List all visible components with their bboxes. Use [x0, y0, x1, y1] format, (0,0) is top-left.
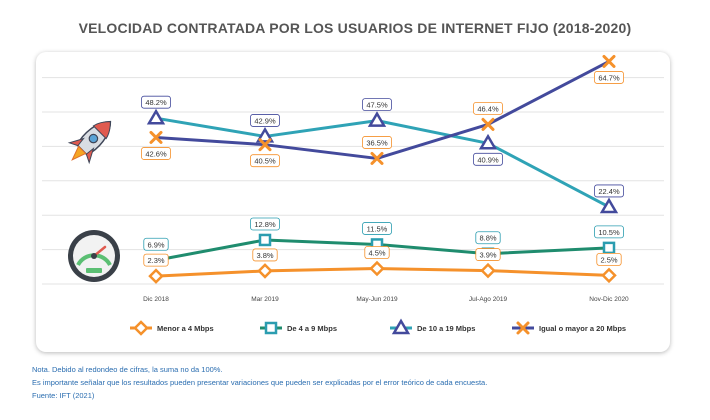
data-label: 42.9%: [250, 114, 280, 127]
data-labels: 2.3% 3.8% 4.5% 3.9% 2.5% 6.9% 12.8% 11.5% 8.8% 10…: [141, 71, 624, 267]
data-point: [149, 130, 163, 144]
svg-text:3.9%: 3.9%: [479, 251, 496, 260]
svg-text:42.9%: 42.9%: [254, 116, 276, 125]
svg-text:2.5%: 2.5%: [600, 255, 617, 264]
speedometer-icon: [68, 230, 120, 282]
svg-text:11.5%: 11.5%: [367, 224, 388, 233]
data-label: 46.4%: [473, 101, 503, 115]
data-point: [480, 262, 496, 279]
data-label: 3.9%: [475, 248, 501, 261]
data-point: [258, 138, 272, 152]
data-label: 48.2%: [141, 95, 171, 109]
note-variation: Es importante señalar que los resultados…: [32, 378, 488, 387]
x-tick-label: Jul-Ago 2019: [469, 296, 508, 303]
note-rounding: Nota. Debido al redondeo de cifras, la s…: [32, 365, 223, 374]
rocket-icon: [67, 120, 112, 165]
x-tick-label: Mar 2019: [251, 296, 279, 303]
data-point: [255, 126, 275, 143]
data-label: 47.5%: [362, 98, 392, 111]
x-tick-label: May-Jun 2019: [356, 296, 398, 303]
svg-text:3.8%: 3.8%: [256, 251, 273, 260]
data-label: 3.8%: [252, 248, 278, 262]
data-point: [481, 117, 495, 131]
data-label: 40.5%: [250, 154, 280, 168]
data-label: 6.9%: [143, 237, 169, 251]
svg-text:De 4 a 9 Mbps: De 4 a 9 Mbps: [287, 324, 337, 333]
x-axis-ticks: Dic 2018 Mar 2019 May-Jun 2019 Jul-Ago 2019…: [143, 296, 629, 303]
svg-text:Menor a 4 Mbps: Menor a 4 Mbps: [157, 324, 214, 333]
svg-text:12.8%: 12.8%: [254, 220, 276, 229]
svg-text:40.9%: 40.9%: [477, 155, 499, 164]
data-label: 8.8%: [475, 231, 501, 245]
svg-text:8.8%: 8.8%: [479, 234, 496, 243]
data-label: 10.5%: [594, 225, 624, 239]
data-point: [602, 54, 616, 68]
svg-text:10.5%: 10.5%: [598, 228, 620, 237]
svg-text:47.5%: 47.5%: [366, 101, 388, 110]
svg-text:48.2%: 48.2%: [145, 98, 167, 107]
svg-text:De 10 a 19 Mbps: De 10 a 19 Mbps: [417, 324, 475, 333]
svg-text:42.6%: 42.6%: [145, 149, 167, 158]
legend: Menor a 4 Mbps De 4 a 9 Mbps De 10 a 19 Mb…: [130, 318, 626, 336]
data-point: [257, 263, 273, 279]
svg-text:36.5%: 36.5%: [366, 138, 388, 147]
svg-text:6.9%: 6.9%: [147, 240, 164, 249]
data-label: 4.5%: [364, 246, 390, 259]
svg-text:Igual o mayor a 20 Mbps: Igual o mayor a 20 Mbps: [539, 324, 626, 333]
data-point: [367, 111, 387, 127]
data-point: [370, 151, 384, 165]
data-point: [148, 268, 164, 284]
data-label: 22.4%: [594, 184, 624, 198]
data-point: [601, 267, 617, 284]
source-note: Fuente: IFT (2021): [32, 391, 95, 400]
data-point: [599, 197, 619, 214]
data-label: 42.6%: [141, 147, 171, 160]
data-label: 12.8%: [250, 217, 280, 231]
legend-item: De 4 a 9 Mbps: [260, 321, 337, 335]
data-label: 36.5%: [362, 136, 392, 149]
svg-text:2.3%: 2.3%: [147, 256, 164, 265]
data-point: [602, 241, 616, 255]
data-label: 40.9%: [473, 152, 503, 166]
x-tick-label: Nov-Dic 2020: [589, 296, 629, 303]
data-label: 11.5%: [362, 222, 392, 235]
x-tick-label: Dic 2018: [143, 296, 169, 303]
svg-text:64.7%: 64.7%: [598, 73, 620, 82]
data-point: [478, 133, 498, 150]
chart-card: 2.3% 3.8% 4.5% 3.9% 2.5% 6.9% 12.8% 11.5% 8.8% 10…: [36, 52, 670, 352]
line-chart: 2.3% 3.8% 4.5% 3.9% 2.5% 6.9% 12.8% 11.5% 8.8% 10…: [42, 54, 664, 336]
legend-item: Menor a 4 Mbps: [130, 320, 214, 336]
chart-title: VELOCIDAD CONTRATADA POR LOS USUARIOS DE…: [78, 20, 632, 36]
data-label: 2.3%: [143, 253, 169, 267]
svg-text:46.4%: 46.4%: [477, 104, 499, 113]
data-label: 2.5%: [596, 252, 622, 266]
legend-item: De 10 a 19 Mbps: [390, 318, 475, 335]
data-point: [369, 260, 385, 277]
data-point: [258, 233, 272, 247]
svg-text:4.5%: 4.5%: [368, 249, 385, 258]
legend-item: Igual o mayor a 20 Mbps: [512, 321, 626, 335]
data-point: [146, 108, 166, 125]
svg-text:40.5%: 40.5%: [254, 157, 276, 166]
svg-text:22.4%: 22.4%: [598, 187, 620, 196]
data-label: 64.7%: [594, 71, 624, 84]
